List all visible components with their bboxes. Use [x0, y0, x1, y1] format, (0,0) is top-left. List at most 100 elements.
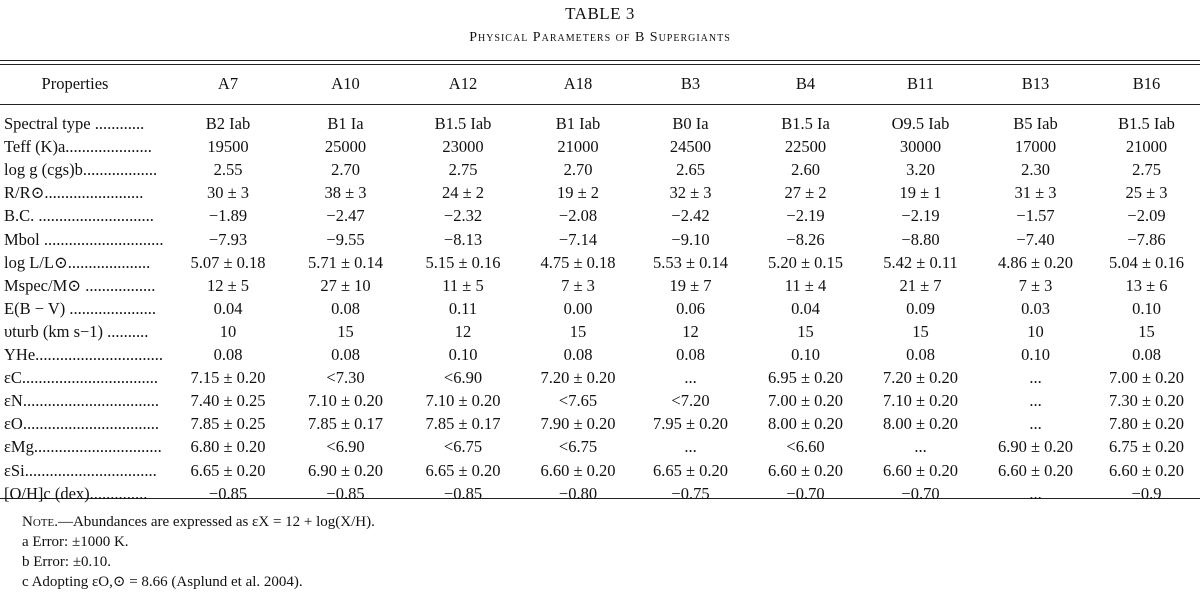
row-label: [O/H]c (dex).............. — [4, 483, 148, 503]
table-row: Teff (K)a..................... 19500 25000… — [0, 135, 1200, 159]
table-cell: 7.00 ± 0.20 — [1108, 368, 1185, 388]
top-rule-1 — [0, 60, 1200, 61]
table-cell: 5.07 ± 0.18 — [190, 252, 266, 272]
table-cell: <6.60 — [786, 437, 825, 457]
table-cell: 6.75 ± 0.20 — [1108, 437, 1185, 457]
table-cell: 21000 — [1125, 137, 1168, 157]
table-cell: −2.19 — [786, 206, 825, 226]
table-cell: 11 ± 5 — [442, 275, 484, 295]
table-cell: 0.04 — [791, 298, 820, 318]
header-properties: Properties — [41, 74, 109, 93]
table-cell: ... — [1029, 483, 1042, 503]
table-cell: 0.03 — [1021, 298, 1050, 318]
table-cell: −7.14 — [558, 229, 598, 249]
table-cell: 5.71 ± 0.14 — [307, 252, 384, 272]
table-cell: 6.90 ± 0.20 — [997, 437, 1074, 457]
table-cell: 0.11 — [448, 298, 478, 318]
table-cell: −2.42 — [671, 206, 710, 226]
table-cell: −7.93 — [208, 229, 248, 249]
table-cell: B1.5 Iab — [1118, 114, 1175, 133]
table-cell: 0.10 — [1021, 345, 1050, 364]
table-cell: 0.08 — [906, 345, 935, 364]
table-cell: ... — [684, 437, 697, 457]
table-cell: 2.70 — [331, 160, 360, 180]
header-b16: B16 — [1132, 74, 1161, 93]
table-cell: −0.75 — [671, 483, 710, 503]
table-number: TABLE 3 — [565, 4, 635, 23]
header-row: Properties A7 A10 A12 A18 B3 B4 B11 B13 … — [0, 70, 1200, 98]
table-cell: 30 ± 3 — [206, 183, 250, 203]
table-cell: 21000 — [557, 137, 599, 157]
table-cell: ... — [1029, 368, 1042, 388]
row-label: Spectral type ............ — [4, 114, 145, 133]
table-cell: 7.85 ± 0.17 — [307, 414, 384, 434]
table-cell: 12 ± 5 — [206, 275, 250, 295]
table-row: Spectral type ............ B2 Iab B1 Ia B1.… — [0, 112, 1200, 136]
table-cell: 15 — [569, 321, 587, 341]
table-cell: 2.60 — [791, 160, 820, 180]
table-cell: 0.06 — [676, 298, 705, 318]
footnote-b: b Error: ±0.10. — [22, 554, 112, 570]
table-cell: 2.65 — [676, 160, 705, 180]
table-cell: 8.00 ± 0.20 — [767, 414, 844, 434]
table-cell: 7.15 ± 0.20 — [190, 368, 266, 388]
table-cell: 2.75 — [1132, 160, 1161, 180]
table-cell: 25 ± 3 — [1125, 183, 1168, 203]
table-cell: 7.95 ± 0.20 — [652, 414, 729, 434]
row-label: R/R⊙........................ — [4, 183, 144, 203]
table-cell: 5.20 ± 0.15 — [767, 252, 844, 272]
row-label: εO................................. — [4, 414, 159, 434]
table-cell: 32 ± 3 — [669, 183, 712, 203]
table-cell: 0.08 — [331, 298, 360, 318]
table-cell: 6.60 ± 0.20 — [997, 460, 1074, 480]
table-cell: 0.08 — [563, 345, 593, 364]
table-row: εO................................. 7.85 … — [0, 412, 1200, 436]
row-label: log L/L⊙.................... — [4, 252, 151, 272]
table-cell: 6.65 ± 0.20 — [190, 460, 266, 480]
header-a10: A10 — [331, 74, 360, 93]
table-cell: 10 — [1027, 321, 1044, 341]
table-cell: 6.95 ± 0.20 — [767, 368, 844, 388]
note-text: —Abundances are expressed as εX = 12 + l… — [57, 514, 375, 530]
table-cell: 27 ± 10 — [320, 275, 371, 295]
table-cell: 8.00 ± 0.20 — [882, 414, 959, 434]
row-label: YHe............................... — [4, 345, 164, 364]
table-cell: 6.60 ± 0.20 — [767, 460, 844, 480]
table-cell: 7.10 ± 0.20 — [425, 391, 501, 411]
table-cell: 6.90 ± 0.20 — [307, 460, 384, 480]
table-cell: 7.10 ± 0.20 — [307, 391, 384, 411]
table-cell: 10 — [219, 321, 237, 341]
table-cell: 38 ± 3 — [324, 183, 367, 203]
table-cell: −8.13 — [443, 229, 483, 249]
row-label: εN................................. — [4, 391, 159, 411]
table-cell: −0.70 — [786, 483, 825, 503]
table-cell: 0.10 — [791, 345, 820, 364]
table-cell: 0.08 — [676, 345, 705, 364]
table-cell: 19500 — [207, 137, 249, 157]
table-cell: 0.08 — [213, 345, 243, 364]
table-cell: −2.08 — [558, 206, 598, 226]
table-row: log L/L⊙.................... 5.07 ± 0.18 5… — [0, 251, 1200, 275]
row-label: Mbol ............................. — [4, 229, 164, 249]
table-cell: −0.70 — [901, 483, 940, 503]
header-b3: B3 — [680, 74, 701, 93]
table-cell: B0 Ia — [672, 114, 709, 133]
table-cell: <7.65 — [558, 391, 598, 411]
row-label: υturb (km s−1) .......... — [4, 321, 149, 341]
table-cell: B1 Iab — [555, 114, 601, 133]
table-cell: 2.55 — [213, 160, 243, 180]
bottom-rule — [0, 498, 1200, 499]
table-cell: B5 Iab — [1013, 114, 1058, 133]
table-cell: 24 ± 2 — [441, 183, 485, 203]
table-cell: 0.10 — [1132, 298, 1161, 318]
header-b11: B11 — [907, 74, 934, 93]
table-cell: −2.47 — [326, 206, 365, 226]
table-cell: −7.86 — [1127, 229, 1166, 249]
table-row: εC................................. 7.15 … — [0, 366, 1200, 390]
table-cell: 6.60 ± 0.20 — [540, 460, 616, 480]
table-cell: 5.53 ± 0.14 — [652, 252, 729, 272]
table-cell: 7 ± 3 — [561, 275, 595, 295]
table-cell: 0.10 — [448, 345, 478, 364]
row-label: B.C. ............................ — [4, 206, 154, 226]
table-cell: 15 — [912, 321, 929, 341]
